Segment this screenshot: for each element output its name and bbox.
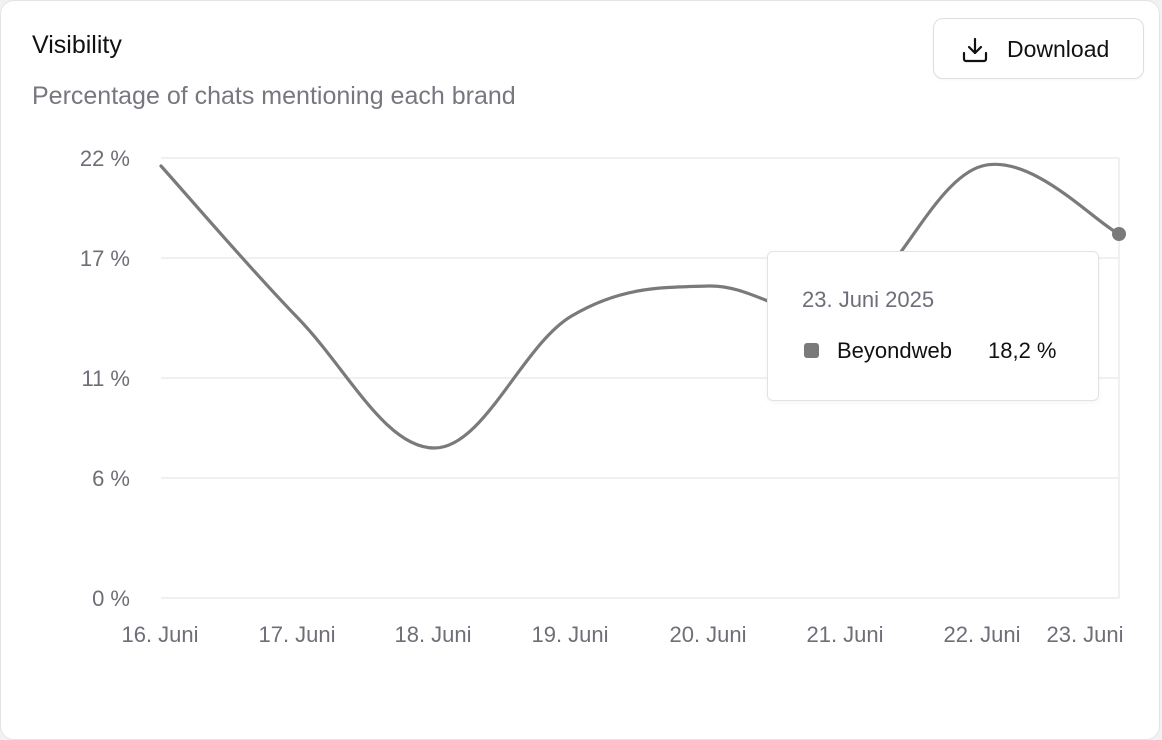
chart-grid (161, 157, 1120, 599)
card-subtitle: Percentage of chats mentioning each bran… (32, 82, 516, 110)
x-tick-label: 16. Juni (121, 622, 198, 647)
tooltip-series-value: 18,2 % (988, 338, 1057, 363)
tooltip-date: 23. Juni 2025 (802, 287, 935, 312)
download-icon (961, 36, 989, 64)
y-tick-label: 0 % (92, 586, 130, 611)
x-tick-label: 18. Juni (394, 622, 471, 647)
tooltip-series-name: Beyondweb (837, 338, 952, 363)
y-tick-label: 22 % (80, 146, 130, 171)
y-tick-label: 6 % (92, 466, 130, 491)
x-tick-label: 23. Juni (1046, 622, 1123, 647)
highlighted-data-point (1112, 227, 1126, 241)
line-chart: 22 % 17 % 11 % 6 % 0 % 16. Juni 17. Juni 18. J… (80, 146, 1126, 647)
x-axis-ticks: 16. Juni 17. Juni 18. Juni 19. Juni 20. Juni… (121, 622, 1123, 647)
x-tick-label: 17. Juni (258, 622, 335, 647)
x-tick-label: 19. Juni (531, 622, 608, 647)
x-tick-label: 22. Juni (943, 622, 1020, 647)
x-tick-label: 20. Juni (669, 622, 746, 647)
tooltip-series-swatch (804, 343, 819, 358)
y-tick-label: 11 % (81, 366, 130, 391)
y-axis-ticks: 22 % 17 % 11 % 6 % 0 % (80, 146, 130, 611)
chart-series (159, 162, 1126, 450)
x-tick-label: 21. Juni (806, 622, 883, 647)
y-tick-label: 17 % (80, 246, 130, 271)
chart-tooltip: 23. Juni 2025 Beyondweb 18,2 % (767, 251, 1099, 401)
download-button[interactable]: Download (933, 18, 1144, 79)
download-button-label: Download (1007, 36, 1110, 62)
series-line (159, 162, 1121, 450)
card-title: Visibility (32, 31, 122, 59)
